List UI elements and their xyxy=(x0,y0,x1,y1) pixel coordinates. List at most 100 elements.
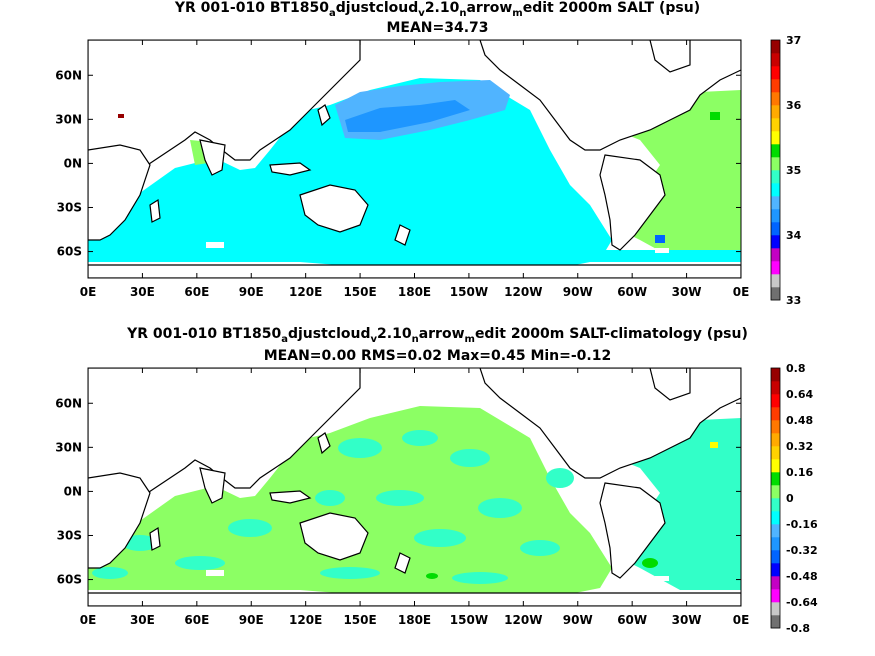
y-tick-label: 30S xyxy=(57,200,82,214)
colorbar-tick-label: -0.8 xyxy=(786,622,810,635)
x-tick-label: 120E xyxy=(289,285,322,299)
colorbar-swatch xyxy=(771,563,780,577)
indonesia xyxy=(269,490,312,504)
indonesia xyxy=(269,162,312,176)
colorbar-swatch xyxy=(771,118,780,132)
colorbar-tick-label: -0.64 xyxy=(786,596,818,609)
colorbar-tick-label: -0.48 xyxy=(786,570,818,583)
colorbar-tick-label: -0.32 xyxy=(786,544,818,557)
y-tick-label: 60S xyxy=(57,573,82,587)
x-tick-label: 0E xyxy=(80,613,97,627)
med-outflow-spot xyxy=(710,112,720,120)
x-tick-label: 90W xyxy=(563,285,593,299)
colorbar-swatch xyxy=(771,368,780,382)
colorbar-tick-label: 34 xyxy=(786,229,802,242)
x-tick-label: 30E xyxy=(130,613,155,627)
australia xyxy=(299,512,369,561)
x-tick-label: 0E xyxy=(733,285,750,299)
x-tick-label: 120E xyxy=(289,613,322,627)
ice-patch xyxy=(206,570,224,576)
colorbar-swatch xyxy=(771,472,780,486)
colorbar-swatch xyxy=(771,209,780,223)
colorbar-swatch xyxy=(771,274,780,288)
ice-patch xyxy=(655,576,669,581)
south-america xyxy=(599,482,666,579)
southern-positive-spot xyxy=(426,573,438,579)
x-tick-label: 120W xyxy=(504,613,542,627)
low-anomaly-blobs xyxy=(92,430,574,584)
x-tick-label: 60W xyxy=(617,285,647,299)
india xyxy=(199,467,226,504)
colorbar-tick-label: 36 xyxy=(786,99,802,112)
colorbar-swatch xyxy=(771,602,780,616)
panel1-title: YR 001-010 BT1850adjustcloudv2.10narrowm… xyxy=(174,0,701,19)
colorbar-swatch xyxy=(771,537,780,551)
x-tick-label: 150E xyxy=(343,285,376,299)
x-tick-label: 180E xyxy=(398,285,431,299)
southern-ocean-band xyxy=(88,250,741,262)
colorbar-swatch xyxy=(771,550,780,564)
med-outflow-spot xyxy=(710,442,718,448)
panel1-map: 0E 30E 60E 90E 120E 150E 180E 150W 120W 90W 60W 30W… xyxy=(55,34,802,307)
colorbar-swatch xyxy=(771,66,780,80)
australia xyxy=(299,184,369,233)
colorbar-tick-label: 0.16 xyxy=(786,466,813,479)
colorbar-swatch xyxy=(771,248,780,262)
colorbar-swatch xyxy=(771,157,780,171)
colorbar-swatch xyxy=(771,589,780,603)
x-tick-label: 60W xyxy=(617,613,647,627)
x-tick-label: 90W xyxy=(563,613,593,627)
x-tick-label: 60E xyxy=(184,613,209,627)
x-tick-label: 90E xyxy=(239,613,264,627)
x-tick-label: 150W xyxy=(450,285,488,299)
colorbar-swatch xyxy=(771,196,780,210)
panel2-subtitle: MEAN=0.00 RMS=0.02 Max=0.45 Min=-0.12 xyxy=(263,348,612,364)
panel2-map: 0E 30E 60E 90E 120E 150E 180E 150W 120W 90W 60W 30W… xyxy=(55,362,818,635)
panel2-title: YR 001-010 BT1850adjustcloudv2.10narrowm… xyxy=(127,326,748,345)
greenland xyxy=(649,368,691,401)
weddell-spot xyxy=(655,235,665,243)
weddell-spot xyxy=(642,558,658,568)
colorbar-swatch xyxy=(771,40,780,54)
colorbar-swatch xyxy=(771,222,780,236)
colorbar-frame xyxy=(770,367,781,629)
colorbar-swatch xyxy=(771,524,780,538)
colorbar-swatch xyxy=(771,576,780,590)
y-tick-label: 0N xyxy=(64,484,82,498)
x-tick-label: 180E xyxy=(398,613,431,627)
y-tick-label: 60N xyxy=(55,68,82,82)
ice-patch xyxy=(206,242,224,248)
new-zealand xyxy=(394,224,411,246)
africa-east-coast xyxy=(88,144,151,241)
colorbar-swatch xyxy=(771,287,780,301)
colorbar-tick-label: 0.8 xyxy=(786,362,806,375)
colorbar-swatch xyxy=(771,433,780,447)
japan xyxy=(317,104,331,127)
colorbar-swatch xyxy=(771,420,780,434)
colorbar-swatch xyxy=(771,170,780,184)
panel1-subtitle: MEAN=34.73 xyxy=(386,20,489,36)
colorbar-swatch xyxy=(771,261,780,275)
x-tick-label: 90E xyxy=(239,285,264,299)
madagascar xyxy=(149,526,161,551)
y-tick-label: 30S xyxy=(57,528,82,542)
y-tick-label: 30N xyxy=(55,112,82,126)
ocean-field xyxy=(88,78,612,272)
colorbar-swatch xyxy=(771,144,780,158)
x-tick-label: 150W xyxy=(450,613,488,627)
y-tick-label: 60S xyxy=(57,245,82,259)
med-sea-spot xyxy=(118,114,124,118)
x-tick-label: 150E xyxy=(343,613,376,627)
colorbar-tick-label: 37 xyxy=(786,34,801,47)
x-tick-label: 30E xyxy=(130,285,155,299)
colorbar-tick-label: 35 xyxy=(786,164,801,177)
japan xyxy=(317,432,331,455)
colorbar-swatch xyxy=(771,381,780,395)
y-tick-label: 30N xyxy=(55,440,82,454)
y-tick-label: 0N xyxy=(64,156,82,170)
x-tick-label: 0E xyxy=(80,285,97,299)
x-tick-label: 0E xyxy=(733,613,750,627)
colorbar-frame xyxy=(770,39,781,301)
colorbar-swatch xyxy=(771,511,780,525)
colorbar-tick-label: 0 xyxy=(786,492,794,505)
